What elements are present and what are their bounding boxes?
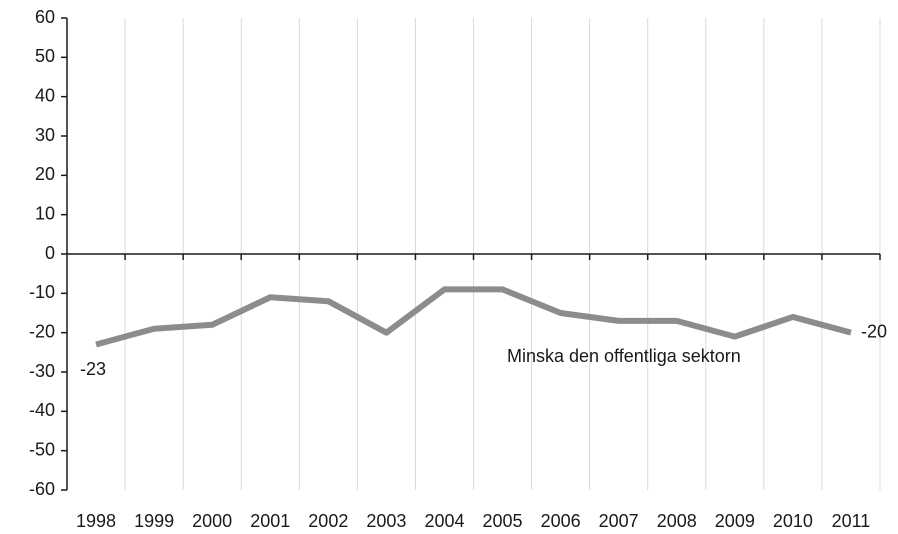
y-tick-label: -60 [29, 479, 55, 499]
y-tick-label: 30 [35, 125, 55, 145]
data-label: -20 [861, 321, 887, 341]
line-series [95, 286, 852, 348]
x-tick-label: 2007 [599, 511, 639, 531]
x-tick-label: 2011 [832, 511, 871, 531]
series-label: Minska den offentliga sektorn [507, 346, 741, 366]
y-tick-label: 0 [45, 243, 55, 263]
x-tick-label: 2006 [541, 511, 581, 531]
x-tick-label: 2010 [773, 511, 813, 531]
x-tick-label: 2004 [424, 511, 464, 531]
data-label: -23 [80, 359, 106, 379]
x-tick-label: 2009 [715, 511, 755, 531]
x-tick-label: 2003 [366, 511, 406, 531]
x-tick-label: 2000 [192, 511, 232, 531]
y-tick-label: -10 [29, 282, 55, 302]
y-tick-label: -50 [29, 439, 55, 459]
x-tick-label: 2001 [250, 511, 290, 531]
y-tick-label: -40 [29, 400, 55, 420]
y-tick-label: 10 [35, 203, 55, 223]
y-tick-label: 60 [35, 7, 55, 27]
x-tick-label: 2008 [657, 511, 697, 531]
y-tick-label: 20 [35, 164, 55, 184]
x-tick-label: 2002 [308, 511, 348, 531]
y-tick-label: 40 [35, 85, 55, 105]
x-tick-label: 1998 [76, 511, 116, 531]
y-tick-label: -30 [29, 361, 55, 381]
y-tick-label: 50 [35, 46, 55, 66]
x-tick-label: 1999 [134, 511, 174, 531]
x-tick-label: 2005 [483, 511, 523, 531]
y-tick-label: -20 [29, 321, 55, 341]
